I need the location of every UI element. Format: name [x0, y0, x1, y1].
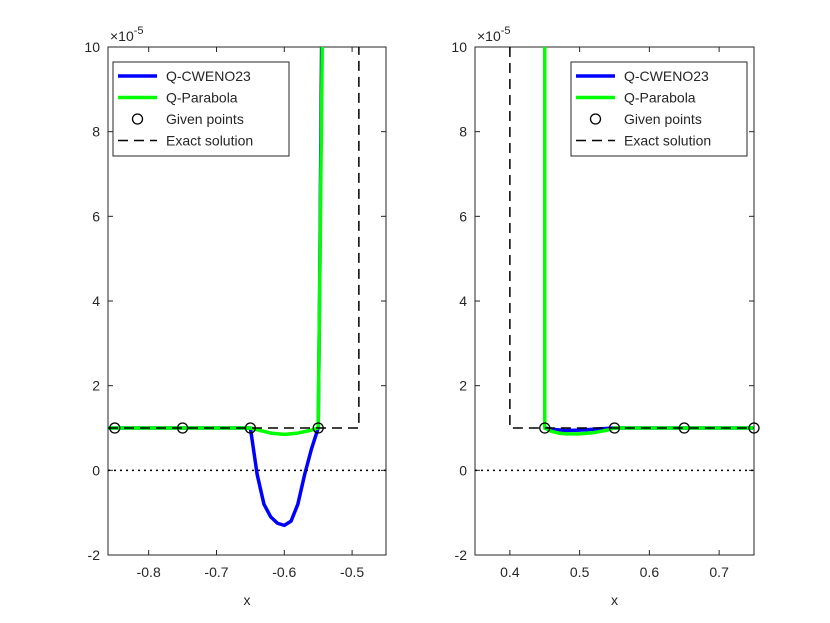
y-tick-label: 8 [92, 124, 100, 140]
exponent-label: ×10-5 [110, 25, 144, 44]
x-tick-label: -0.6 [272, 564, 296, 580]
y-tick-label: 2 [92, 378, 100, 394]
y-tick-label: 8 [459, 124, 467, 140]
given-point-marker [176, 422, 189, 434]
y-tick-label: 4 [459, 293, 467, 309]
y-tick-label: 6 [459, 208, 467, 224]
y-tick-label: 6 [92, 208, 100, 224]
plot-area [475, 47, 754, 472]
x-tick-label: 0.5 [570, 564, 590, 580]
y-tick-label: -2 [88, 547, 101, 563]
series-line-q-parabola [543, 47, 754, 436]
legend: Q-CWENO23 Q-Parabola Given points Exact sol… [112, 61, 290, 157]
left-chart-panel: -2 0 2 4 6 8 10 -0.8 -0.7 -0.6 -0.5 x ×10-5 Q-CWENO23… [84, 25, 387, 608]
x-tick-label: 0.4 [500, 564, 520, 580]
right-chart-panel: -2 0 2 4 6 8 10 0.4 0.5 0.6 0.7 x ×10-5 Q-CWENO23 Q-Pa… [451, 25, 760, 608]
x-tick-label: 0.6 [640, 564, 660, 580]
exponent-power: -5 [134, 25, 144, 37]
legend-label: Q-Parabola [166, 90, 238, 106]
legend-label: Q-Parabola [624, 90, 696, 106]
series-line-exact-solution [108, 47, 360, 429]
exponent-base: ×10 [477, 28, 501, 44]
legend-marker [589, 113, 602, 125]
given-point-marker [608, 422, 621, 434]
y-tick-label: 0 [459, 462, 467, 478]
given-point-marker [244, 422, 257, 434]
x-axis-label: x [611, 592, 618, 608]
legend-label: Exact solution [624, 133, 711, 149]
legend-label: Q-CWENO23 [166, 68, 251, 84]
x-tick-label: -0.5 [340, 564, 364, 580]
given-point-marker [312, 422, 324, 434]
given-point-marker [678, 422, 690, 434]
legend-label: Q-CWENO23 [624, 68, 709, 84]
plot-area [108, 47, 386, 528]
series-line-q-cweno23 [108, 47, 324, 528]
x-tick-label: 0.7 [709, 564, 729, 580]
legend: Q-CWENO23 Q-Parabola Given points Exact sol… [570, 61, 748, 157]
y-tick-label: 4 [92, 293, 100, 309]
series-line-q-parabola [108, 47, 325, 437]
given-point-marker [109, 422, 121, 434]
legend-marker [131, 113, 144, 125]
y-tick-label: 2 [459, 378, 467, 394]
legend-label: Exact solution [166, 133, 253, 149]
y-tick-label: 0 [92, 462, 100, 478]
y-tick-label: 10 [84, 39, 100, 55]
y-tick-label: 10 [451, 39, 467, 55]
x-tick-label: -0.8 [137, 564, 161, 580]
exponent-base: ×10 [110, 28, 134, 44]
exponent-label: ×10-5 [477, 25, 511, 44]
given-point-marker [539, 422, 551, 434]
exponent-power: -5 [501, 25, 511, 37]
x-tick-label: -0.7 [204, 564, 228, 580]
y-tick-label: -2 [455, 547, 468, 563]
x-axis-label: x [244, 592, 251, 608]
legend-label: Given points [166, 111, 244, 127]
given-point-marker [748, 422, 760, 434]
legend-label: Given points [624, 111, 702, 127]
